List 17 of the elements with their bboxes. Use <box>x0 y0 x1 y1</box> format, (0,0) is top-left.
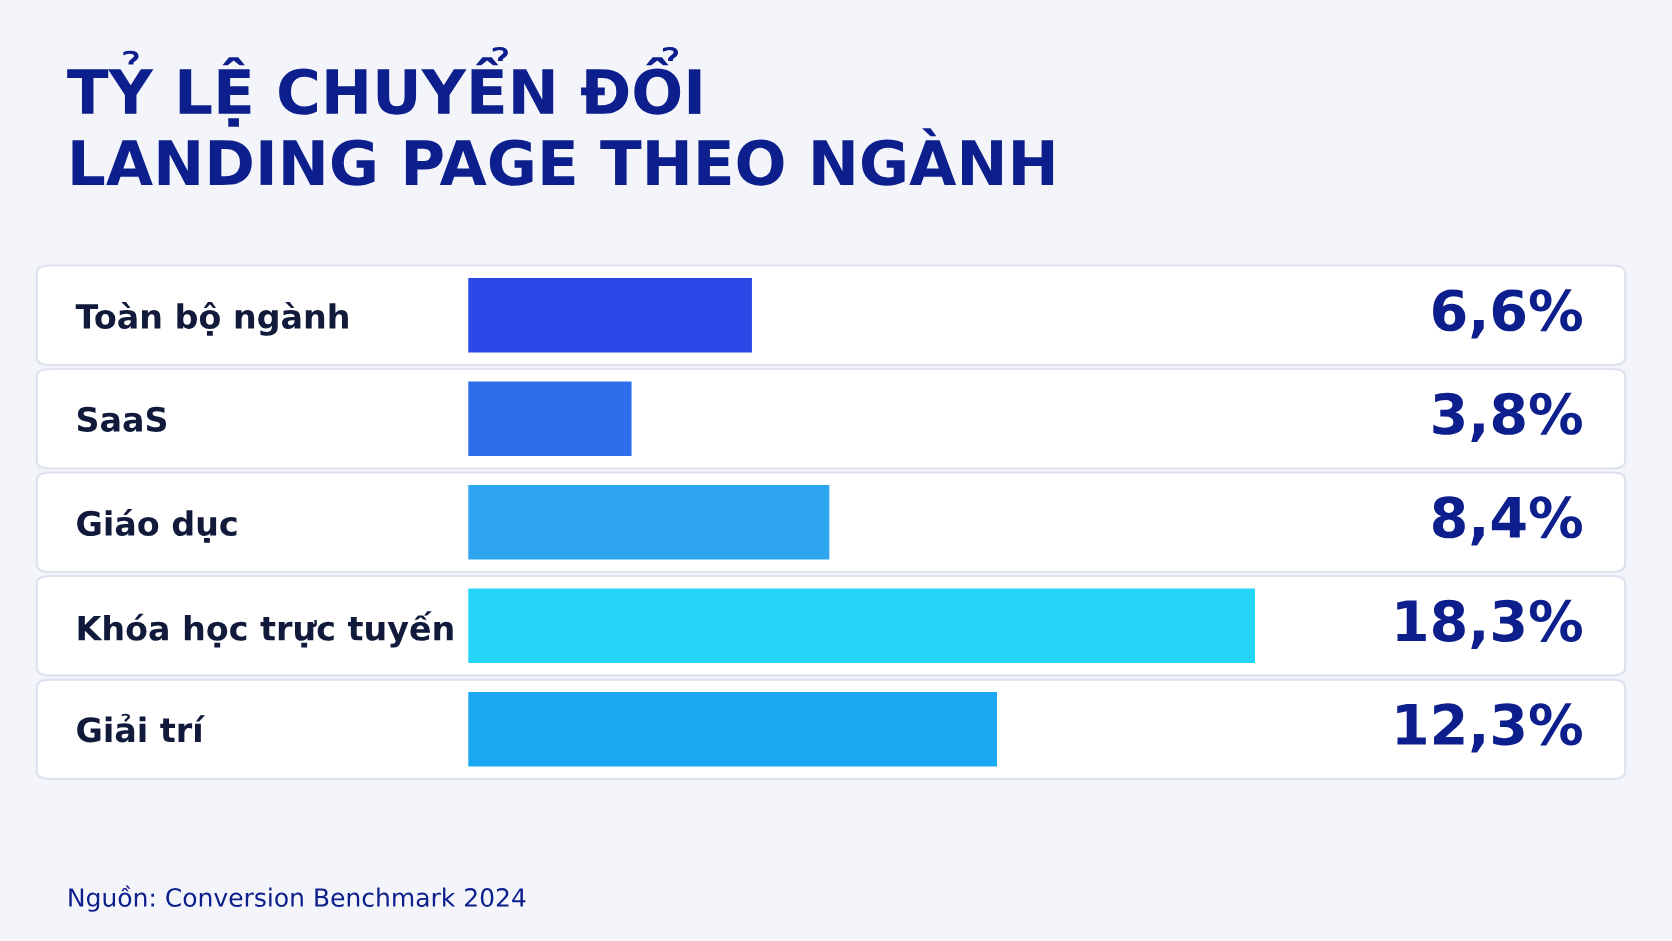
data-label: 3,8% <box>1433 392 1582 442</box>
chart-title: TỶ LỆ CHUYỂN ĐỔI LANDING PAGE THEO NGÀNH <box>67 47 1054 186</box>
data-label: 6,6% <box>1433 289 1582 339</box>
bar <box>468 484 830 560</box>
y-tick-label: Toàn bộ ngành <box>75 301 348 336</box>
bar <box>468 381 632 457</box>
data-label: 18,3% <box>1397 599 1582 649</box>
text: Nguồn: Conversion Benchmark 2024 <box>69 885 526 912</box>
data-label: 12,3% <box>1397 703 1582 753</box>
y-tick-label: Khóa học trực tuyến <box>78 611 453 648</box>
y-tick-label: SaaS <box>77 406 167 432</box>
bar <box>468 588 1255 664</box>
bar <box>468 277 752 353</box>
bar <box>468 692 998 767</box>
y-tick-label: Giải trí <box>77 713 206 743</box>
data-label: 8,4% <box>1433 496 1582 546</box>
y-tick-label: Giáo dục <box>77 508 237 543</box>
